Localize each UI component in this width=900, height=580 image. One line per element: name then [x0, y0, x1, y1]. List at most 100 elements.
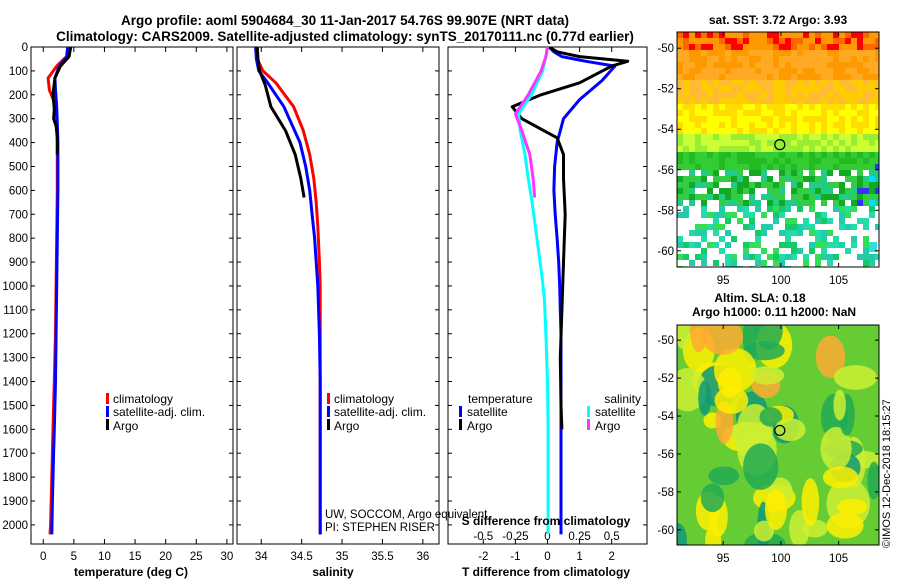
map-cell — [803, 152, 809, 158]
map-cell — [743, 32, 749, 38]
temperature-panel: 0 5 10 15 20 25 30 — [31, 46, 233, 563]
series-line-salinity-satellite — [517, 47, 550, 535]
map-cell — [701, 56, 707, 62]
map-cell — [725, 230, 731, 236]
map-cell — [761, 44, 767, 50]
map-cell — [755, 50, 761, 56]
map-cell — [797, 170, 803, 176]
map-cell — [731, 260, 737, 266]
map-cell — [713, 38, 719, 44]
map-cell — [719, 134, 725, 140]
map-cell — [731, 134, 737, 140]
map-cell — [845, 110, 851, 116]
map-cell — [683, 194, 689, 200]
map-cell — [857, 128, 863, 134]
temperature-legend: climatology satellite-adj. clim. Argo — [106, 392, 205, 433]
map-cell — [707, 104, 713, 110]
map-cell — [875, 164, 879, 170]
map-cell — [857, 194, 863, 200]
map-anomaly-blob — [750, 366, 785, 385]
map-cell — [821, 176, 827, 182]
map-cell — [755, 38, 761, 44]
map-cell — [809, 182, 815, 188]
map-cell — [827, 260, 833, 266]
map-cell — [863, 134, 869, 140]
map-cell — [773, 122, 779, 128]
depth-tick-label: 1200 — [2, 329, 28, 341]
map-cell — [707, 128, 713, 134]
map-cell — [701, 248, 707, 254]
map-cell — [815, 146, 821, 152]
map-cell — [791, 38, 797, 44]
map-cell — [815, 164, 821, 170]
map-cell — [785, 128, 791, 134]
map-cell — [677, 74, 683, 80]
map-cell — [695, 254, 701, 260]
legend-label-t-satellite: satellite — [467, 405, 508, 419]
map-cell — [797, 80, 803, 86]
map-cell — [857, 218, 863, 224]
series-line-argo — [255, 47, 306, 198]
map-cell — [797, 92, 803, 98]
map-cell — [851, 80, 857, 86]
map-anomaly-blob — [677, 325, 691, 349]
map-cell — [845, 128, 851, 134]
map-cell — [845, 104, 851, 110]
map-cell — [761, 176, 767, 182]
map-cell — [773, 182, 779, 188]
depth-tick-label: 400 — [9, 138, 28, 150]
map-cell — [785, 242, 791, 248]
map-cell — [827, 134, 833, 140]
map-cell — [737, 50, 743, 56]
map-cell — [845, 248, 851, 254]
map-cell — [773, 188, 779, 194]
map-cell — [707, 32, 713, 38]
map-cell — [845, 158, 851, 164]
map-cell — [827, 122, 833, 128]
map-cell — [737, 80, 743, 86]
map-cell — [677, 50, 683, 56]
map-cell — [761, 116, 767, 122]
map-cell — [803, 146, 809, 152]
map-cell — [869, 92, 875, 98]
map-cell — [767, 32, 773, 38]
map-cell — [677, 152, 683, 158]
map-cell — [845, 74, 851, 80]
map-cell — [809, 248, 815, 254]
map-cell — [839, 74, 845, 80]
map-cell — [761, 92, 767, 98]
map-cell — [845, 176, 851, 182]
sla-map-title: Altim. SLA: 0.18 — [714, 291, 806, 305]
map-cell — [737, 38, 743, 44]
map-cell — [731, 86, 737, 92]
map-cell — [731, 188, 737, 194]
map-cell — [719, 68, 725, 74]
depth-tick-label: 1900 — [2, 496, 28, 508]
map-cell — [797, 74, 803, 80]
map-cell — [815, 254, 821, 260]
map-cell — [815, 80, 821, 86]
map-cell — [815, 128, 821, 134]
map-cell — [875, 146, 879, 152]
depth-tick-label: 1500 — [2, 400, 28, 412]
map-cell — [683, 80, 689, 86]
map-cell — [809, 164, 815, 170]
map-cell — [809, 104, 815, 110]
map-cell — [767, 122, 773, 128]
map-cell — [743, 134, 749, 140]
map-cell — [755, 200, 761, 206]
map-cell — [779, 134, 785, 140]
map-cell — [743, 74, 749, 80]
map-cell — [719, 140, 725, 146]
map-cell — [755, 170, 761, 176]
lon-tick-label: 95 — [717, 553, 730, 565]
map-cell — [683, 38, 689, 44]
map-cell — [851, 200, 857, 206]
map-cell — [713, 170, 719, 176]
map-cell — [809, 152, 815, 158]
map-cell — [779, 86, 785, 92]
map-cell — [695, 164, 701, 170]
map-cell — [803, 56, 809, 62]
map-cell — [845, 170, 851, 176]
float-position-marker — [774, 424, 786, 437]
